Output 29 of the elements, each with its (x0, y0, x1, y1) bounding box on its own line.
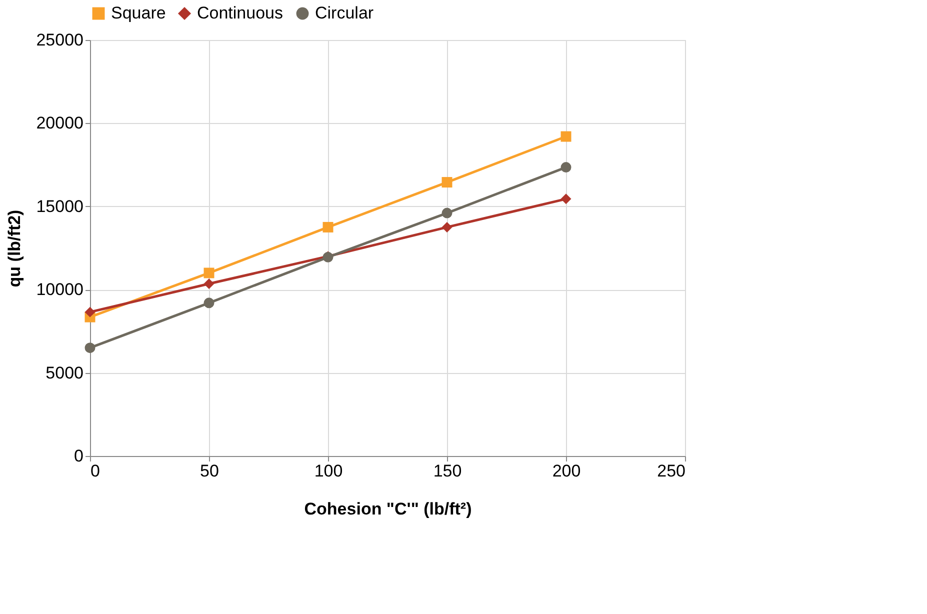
x-axis-title: Cohesion "C'" (lb/ft²) (304, 500, 472, 518)
point (322, 222, 334, 232)
y-tick-label: 20000 (36, 114, 84, 133)
y-tick-label: 0 (74, 446, 84, 466)
point (442, 208, 452, 218)
legend-label: Circular (315, 4, 374, 23)
y-tick-label: 5000 (46, 363, 84, 382)
x-tick-label: 0 (90, 462, 100, 480)
x-tick-label: 250 (657, 462, 686, 480)
x-tick-label: 150 (433, 462, 462, 480)
legend-label: Square (111, 4, 166, 23)
x-tick-label: 100 (314, 462, 343, 480)
point (560, 194, 572, 204)
point (560, 131, 572, 142)
point (84, 342, 96, 354)
x-tick-label: 50 (200, 462, 219, 480)
y-tick-label: 25000 (36, 30, 84, 50)
y-tick-label: 10000 (36, 280, 84, 300)
point (204, 278, 214, 290)
point (560, 162, 572, 173)
y-tick-label: 15000 (36, 196, 84, 216)
legend-label: Continuous (197, 4, 284, 23)
point (442, 177, 452, 188)
point (84, 306, 96, 318)
y-axis-title: qu (lb/ft2) (5, 210, 24, 288)
point (442, 222, 452, 232)
point (204, 268, 214, 278)
point (204, 298, 214, 308)
x-tick-label: 200 (552, 462, 581, 480)
